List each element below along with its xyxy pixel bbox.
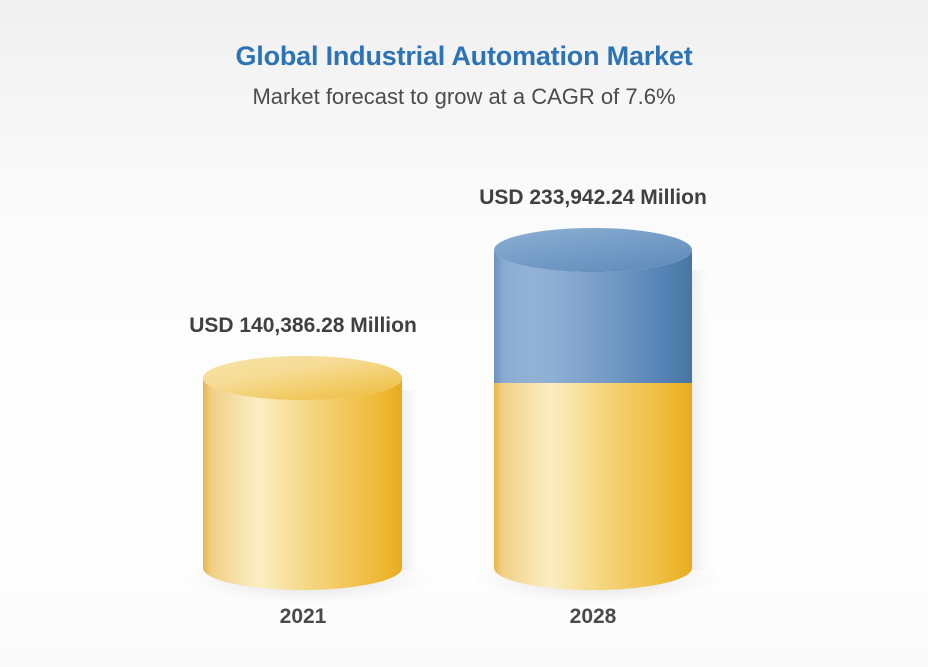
bar-cylinder-2028[interactable] <box>494 228 692 590</box>
category-label-2021: 2021 <box>279 605 327 628</box>
chart-title: Global Industrial Automation Market <box>235 41 693 71</box>
chart-header: Global Industrial Automation Market Mark… <box>0 0 928 113</box>
bar-2021-body <box>203 378 402 590</box>
bar-side-shadow-2028 <box>690 270 708 570</box>
chart-subtitle: Market forecast to grow at a CAGR of 7.6… <box>252 84 676 109</box>
value-label-2021: USD 140,386.28 Million <box>189 314 417 337</box>
value-label-2028: USD 233,942.24 Million <box>479 186 707 209</box>
bar-2028-top-cap <box>494 228 692 272</box>
bar-2028-body-blue <box>494 250 692 383</box>
bar-side-shadow-2021 <box>400 390 418 570</box>
category-label-2028: 2028 <box>569 605 617 628</box>
bar-2028-body-yellow <box>494 383 692 590</box>
bar-2021-top-cap <box>203 356 402 400</box>
bar-cylinder-2021[interactable] <box>203 356 402 590</box>
